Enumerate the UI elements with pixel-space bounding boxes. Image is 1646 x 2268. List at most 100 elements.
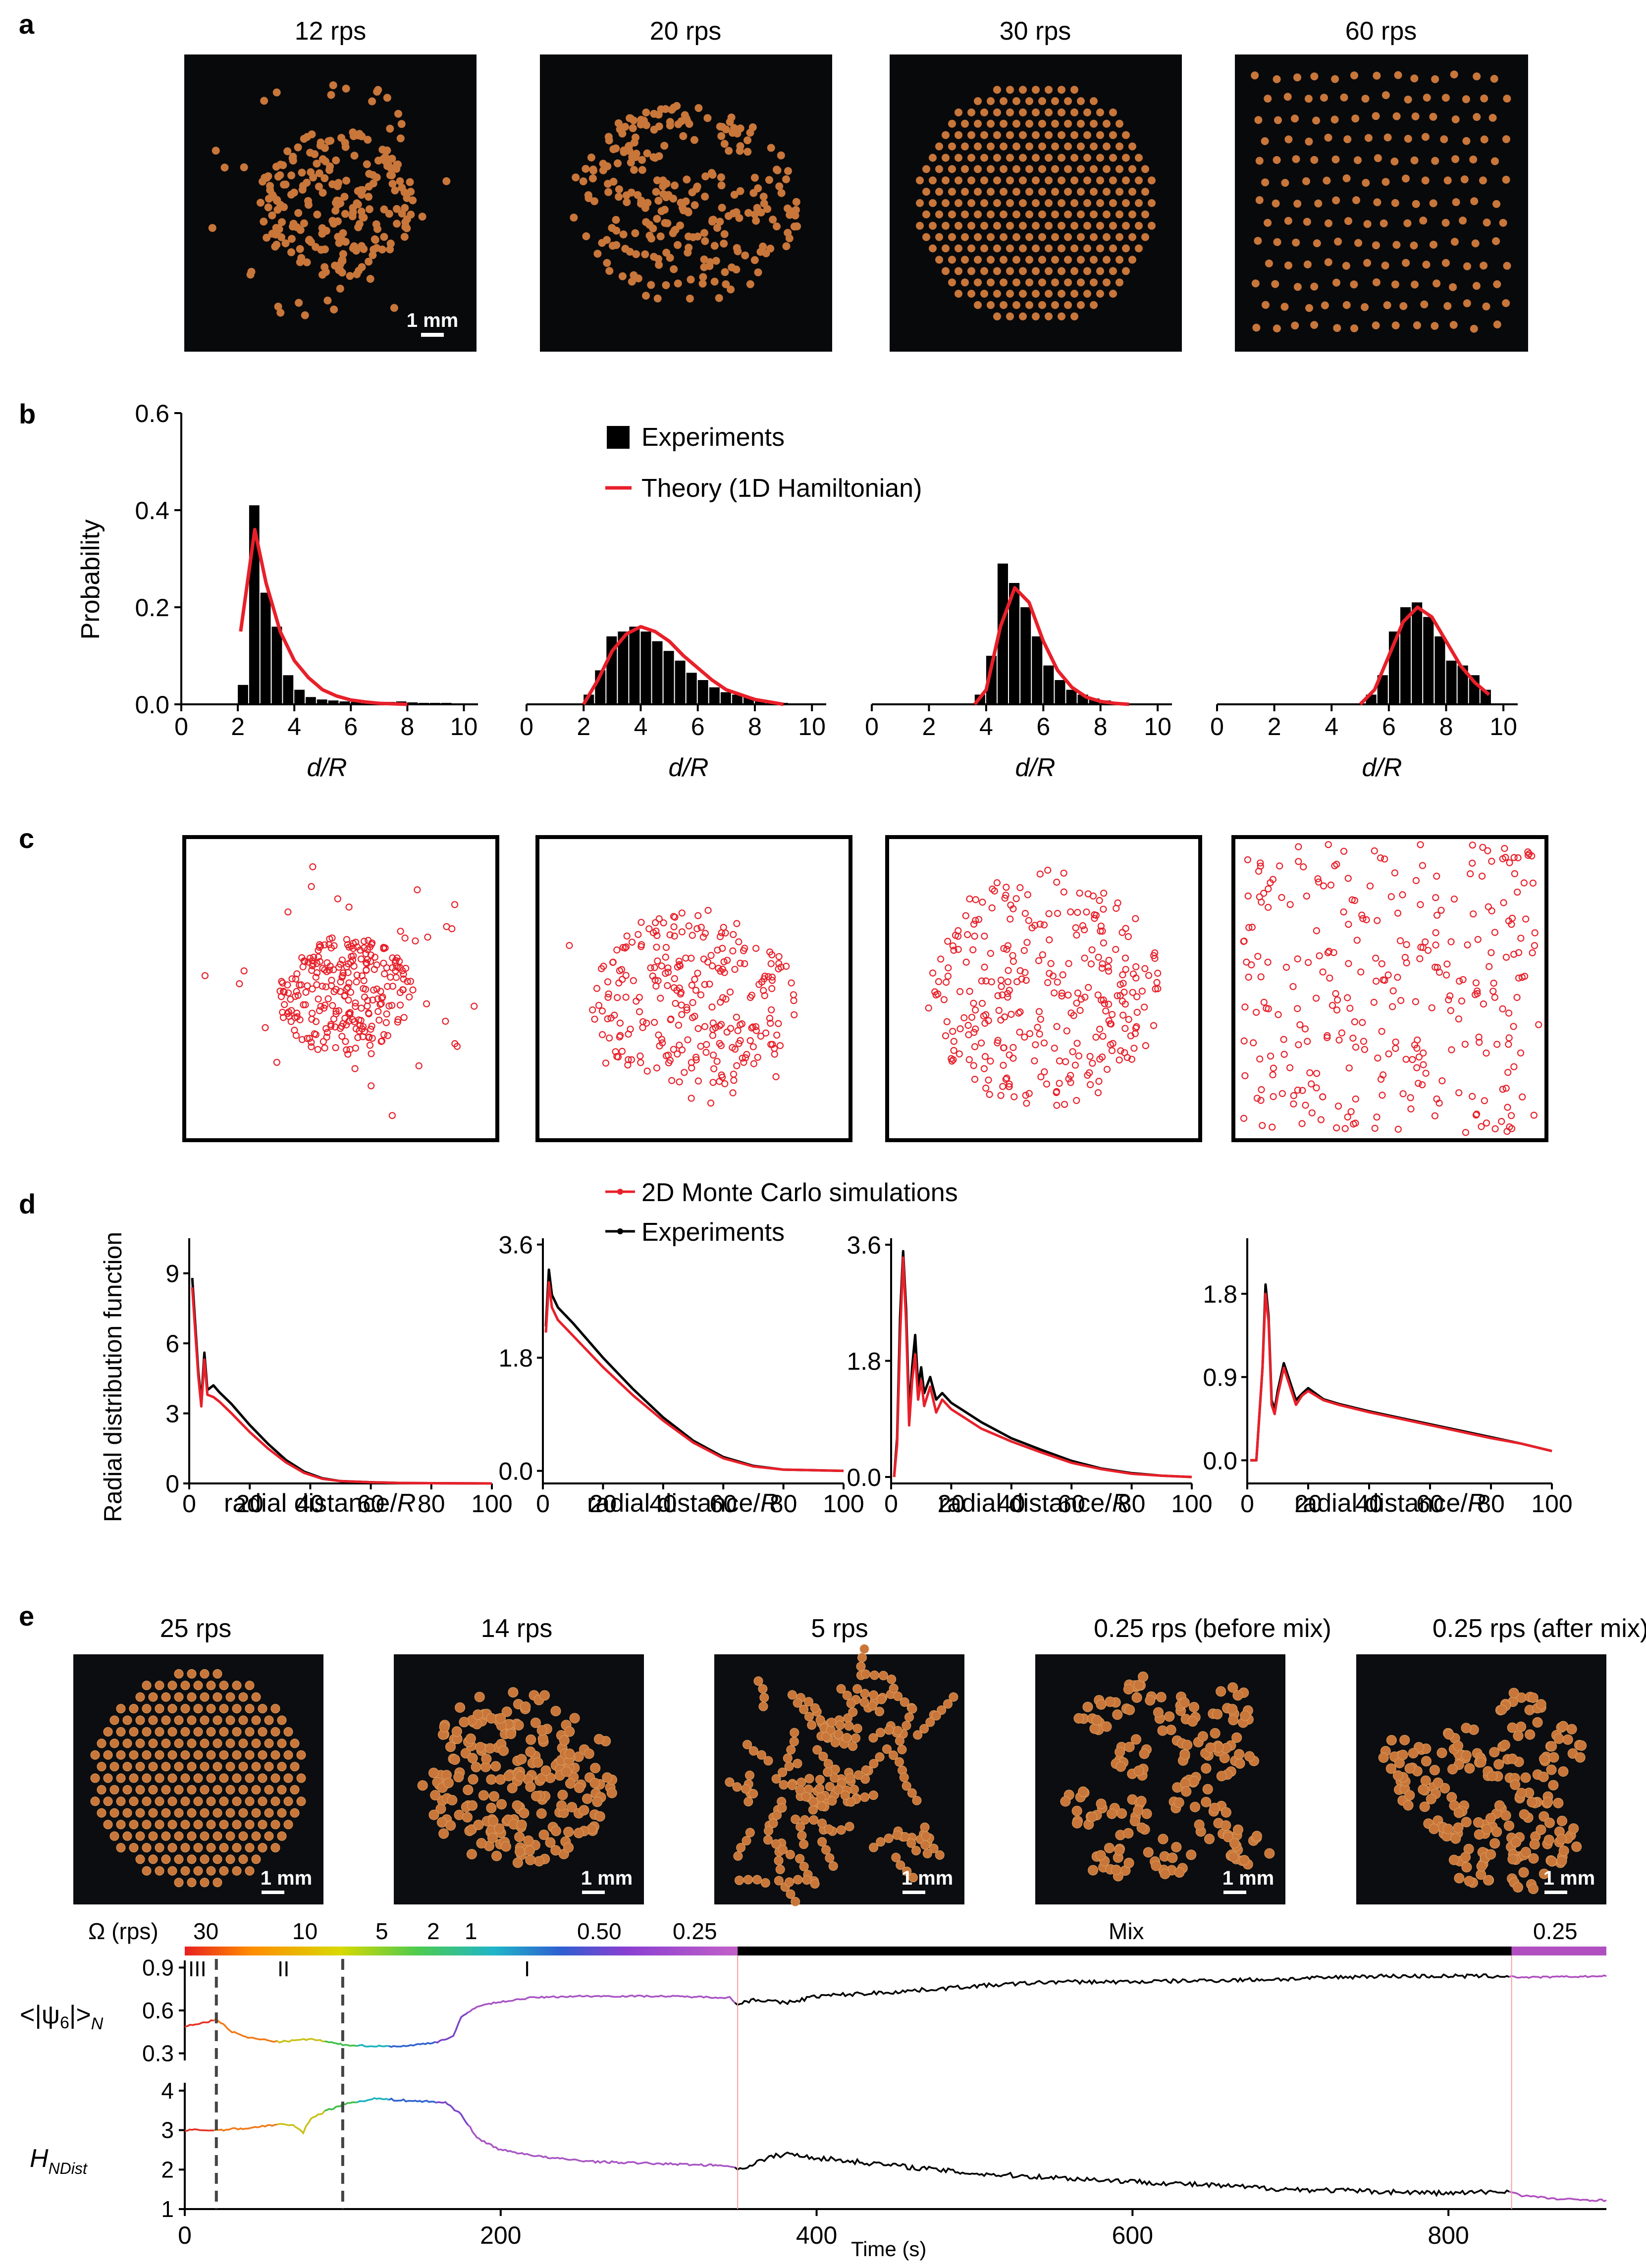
sim-particle bbox=[1138, 987, 1146, 995]
sim-particle bbox=[998, 983, 1005, 990]
particle bbox=[1529, 1839, 1540, 1850]
sim-particle bbox=[1506, 1123, 1513, 1131]
particle bbox=[1133, 1805, 1144, 1816]
particle bbox=[278, 218, 286, 226]
particle bbox=[1548, 1752, 1559, 1763]
particle bbox=[1032, 199, 1040, 207]
sim-particle bbox=[335, 963, 343, 971]
b-bar bbox=[238, 685, 248, 704]
sim-particle bbox=[1128, 1055, 1135, 1063]
sim-particle bbox=[359, 1033, 367, 1041]
particle bbox=[722, 280, 730, 288]
sim-particle bbox=[1344, 875, 1352, 882]
particle bbox=[1391, 280, 1399, 289]
particle bbox=[272, 162, 280, 171]
particle bbox=[987, 301, 995, 309]
particle bbox=[1361, 303, 1369, 311]
particle bbox=[1141, 210, 1149, 218]
e-h-line bbox=[324, 2101, 358, 2112]
particle bbox=[809, 1815, 819, 1825]
particle bbox=[1576, 1740, 1587, 1751]
particle bbox=[1486, 1849, 1496, 1860]
particle bbox=[980, 154, 988, 162]
sim-particle bbox=[980, 1065, 988, 1072]
particle bbox=[777, 189, 786, 197]
sim-particle bbox=[637, 1052, 644, 1060]
sim-particle bbox=[748, 1024, 755, 1032]
particle bbox=[686, 294, 694, 303]
e-omega-tick-10: 10 bbox=[292, 1918, 318, 1944]
sim-particle bbox=[1313, 995, 1320, 1002]
particle bbox=[1460, 1851, 1471, 1862]
particle bbox=[1404, 1763, 1415, 1774]
particle bbox=[1025, 233, 1033, 241]
particle bbox=[478, 1790, 489, 1801]
particle bbox=[925, 1717, 935, 1727]
sim-particle bbox=[1119, 980, 1127, 987]
sim-particle bbox=[616, 1019, 624, 1027]
sim-particle bbox=[1344, 1113, 1351, 1121]
sim-particle bbox=[1121, 954, 1129, 962]
sim-particle bbox=[643, 1019, 650, 1027]
sim-particle bbox=[944, 972, 952, 980]
particle bbox=[980, 131, 988, 139]
particle bbox=[180, 1750, 190, 1760]
particle bbox=[889, 1750, 899, 1760]
particle bbox=[135, 1762, 145, 1772]
sim-particle bbox=[1074, 908, 1081, 916]
sim-particle bbox=[379, 993, 386, 1001]
particle bbox=[1012, 142, 1020, 151]
sim-particle bbox=[370, 986, 377, 994]
sim-particle bbox=[380, 1031, 388, 1038]
sim-particle bbox=[694, 1025, 702, 1032]
particle bbox=[605, 267, 614, 275]
particle bbox=[1239, 1855, 1250, 1866]
sim-particle bbox=[1002, 1076, 1009, 1083]
sim-particle bbox=[649, 972, 656, 980]
sim-particle bbox=[312, 973, 319, 981]
sim-particle bbox=[1098, 964, 1106, 972]
sim-particle bbox=[1049, 972, 1057, 980]
e-mix-bar bbox=[738, 1947, 1512, 1955]
sim-particle bbox=[1334, 1103, 1342, 1110]
sim-particle bbox=[1299, 1087, 1306, 1094]
particle bbox=[1461, 1862, 1472, 1873]
sim-particle bbox=[1145, 972, 1153, 979]
particle bbox=[594, 1734, 604, 1744]
particle bbox=[1470, 324, 1478, 333]
sim-particle bbox=[1259, 1122, 1266, 1129]
particle bbox=[225, 1715, 235, 1725]
particle bbox=[1420, 1775, 1431, 1786]
sim-particle bbox=[383, 964, 390, 971]
particle bbox=[283, 1796, 293, 1806]
particle bbox=[536, 1808, 547, 1819]
e-scale-bar-label: 1 mm bbox=[1222, 1867, 1274, 1889]
particle bbox=[784, 1761, 794, 1771]
particle bbox=[659, 182, 667, 191]
sim-particle bbox=[1373, 977, 1380, 985]
b-legend-theory: Theory (1D Hamiltonian) bbox=[641, 474, 922, 503]
particle bbox=[935, 142, 943, 151]
sim-particle bbox=[393, 962, 400, 970]
sim-particle bbox=[1294, 1086, 1301, 1094]
particle bbox=[993, 312, 1001, 320]
particle bbox=[365, 258, 373, 266]
particle bbox=[987, 233, 995, 241]
particle bbox=[473, 1709, 483, 1720]
sim-particle bbox=[1240, 1114, 1248, 1122]
particle bbox=[791, 1814, 800, 1824]
particle bbox=[1324, 258, 1332, 266]
particle bbox=[238, 1692, 248, 1702]
particle bbox=[142, 1820, 152, 1830]
particle bbox=[834, 1729, 844, 1739]
sim-particle bbox=[358, 1004, 365, 1012]
b-bar bbox=[1043, 665, 1054, 704]
particle bbox=[638, 166, 646, 174]
particle bbox=[290, 1785, 300, 1794]
sim-particle bbox=[627, 1025, 634, 1033]
particle bbox=[1103, 233, 1111, 241]
particle bbox=[1032, 312, 1040, 320]
particle bbox=[1174, 1867, 1185, 1878]
sim-particle bbox=[639, 1018, 647, 1025]
particle bbox=[1210, 1728, 1221, 1739]
